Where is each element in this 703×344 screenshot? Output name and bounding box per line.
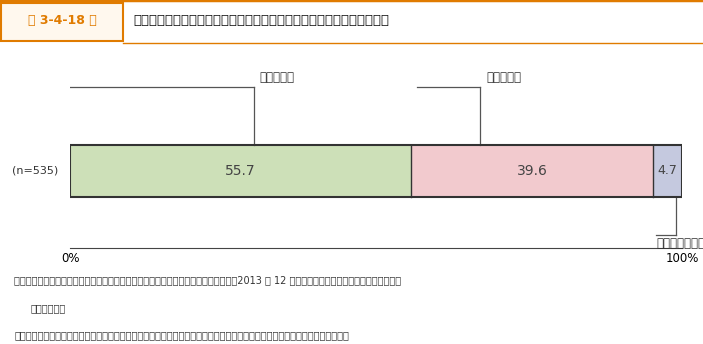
Bar — [70, 146, 682, 196]
Text: (n=535): (n=535) — [12, 166, 58, 176]
Text: （注）「生産機能の直接投資先を持つ企業」とは、最も重要な直接投資先の機能として、「生産機能」と回答した企業をいう。: （注）「生産機能の直接投資先を持つ企業」とは、最も重要な直接投資先の機能として、… — [14, 330, 349, 340]
Text: 第 3-4-18 図: 第 3-4-18 図 — [28, 14, 97, 27]
Text: 維持したい: 維持したい — [486, 71, 521, 84]
FancyBboxPatch shape — [1, 3, 123, 41]
Bar — [411, 146, 653, 196]
Text: 39.6: 39.6 — [517, 164, 548, 178]
Text: 資料：中小企業庁委託「中小企業の海外展開の実態把握にかかるアンケート調査」（2013 年 12 月、損保ジャパン日本興亜リスクマネジメ: 資料：中小企業庁委託「中小企業の海外展開の実態把握にかかるアンケート調査」（20… — [14, 275, 401, 285]
Text: 55.7: 55.7 — [226, 164, 256, 178]
Text: ント（株））: ント（株）） — [31, 303, 66, 313]
Bar — [70, 146, 411, 196]
Text: 生産機能の直接投資先を持つ企業の今後の直接投資（生産機能）の方針: 生産機能の直接投資先を持つ企業の今後の直接投資（生産機能）の方針 — [134, 14, 389, 27]
Text: 4.7: 4.7 — [657, 164, 678, 178]
Text: 縮小・撤退したい: 縮小・撤退したい — [656, 237, 703, 250]
Text: 拡大したい: 拡大したい — [260, 71, 295, 84]
Bar — [653, 146, 682, 196]
